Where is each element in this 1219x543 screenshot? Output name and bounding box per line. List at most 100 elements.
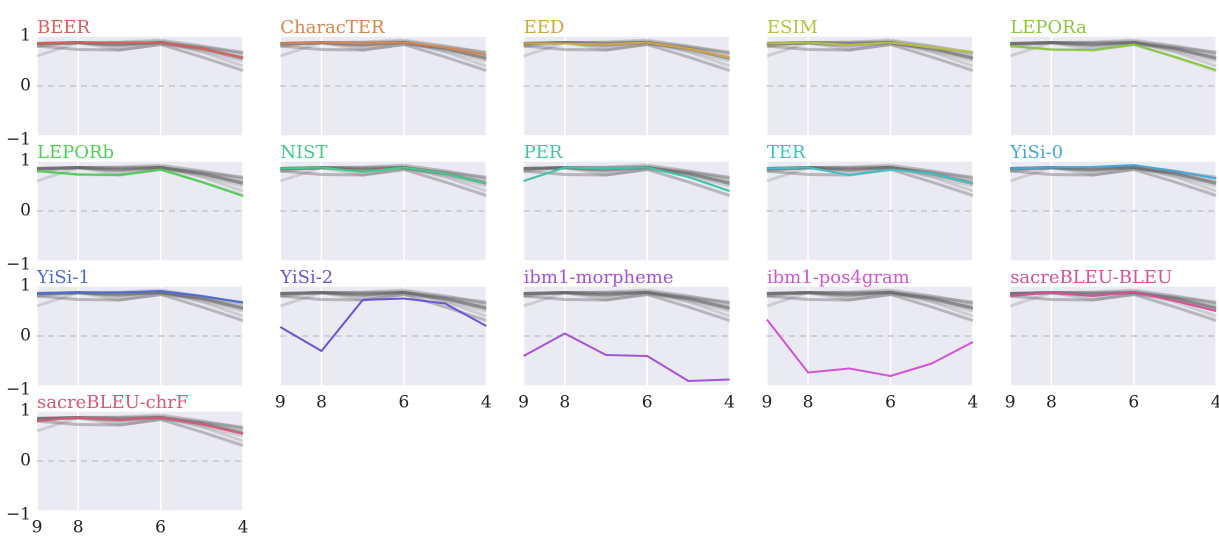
x-tick-label: 9 — [518, 393, 529, 413]
y-tick-label: −1 — [6, 255, 31, 275]
panel-title: YiSi-0 — [1009, 142, 1063, 163]
context-line — [1010, 39, 1217, 54]
y-tick-label: −1 — [6, 380, 31, 400]
context-line — [280, 289, 487, 304]
panel: 9 8 6 4 sacreBLEU-BLEU — [1005, 267, 1219, 413]
panel: 9 8 6 4 −1 0 1 sacreBLEU-chrF — [6, 392, 248, 538]
context-line — [523, 291, 730, 304]
x-tick-label: 6 — [642, 393, 653, 413]
panel-title: ibm1-morpheme — [524, 267, 674, 288]
series-line — [766, 166, 974, 185]
panel-title: PER — [524, 142, 563, 163]
context-line — [280, 291, 487, 307]
panel: CharacTER — [279, 17, 488, 137]
panel-title: EED — [524, 17, 565, 38]
context-line — [766, 43, 974, 72]
panel: 9 8 6 4 ibm1-morpheme — [518, 267, 735, 413]
series-line — [1010, 43, 1217, 71]
x-tick-label: 9 — [1005, 393, 1016, 413]
context-line — [280, 291, 487, 309]
x-tick-label: 8 — [316, 393, 327, 413]
context-line — [280, 168, 487, 197]
x-tick-label: 4 — [1211, 393, 1219, 413]
context-line — [1010, 40, 1217, 63]
context-line — [280, 290, 487, 313]
context-line — [1010, 41, 1217, 59]
y-tick-label: 0 — [20, 201, 31, 221]
context-line — [523, 288, 730, 305]
panel: −1 0 1 BEER — [6, 17, 244, 150]
context-line — [279, 166, 487, 193]
y-tick-label: 1 — [20, 26, 31, 46]
x-tick-label: 9 — [32, 518, 43, 538]
context-line — [523, 291, 730, 307]
y-tick-label: 0 — [20, 451, 31, 471]
context-line — [36, 293, 244, 322]
context-line — [280, 288, 487, 305]
context-line — [36, 164, 244, 179]
context-line — [523, 293, 731, 322]
context-line — [36, 43, 244, 72]
context-line — [280, 43, 487, 73]
context-line — [1010, 41, 1217, 60]
series-line — [766, 41, 974, 53]
panel: −1 0 1 YiSi-1 — [6, 267, 244, 400]
context-line — [1010, 41, 1217, 60]
context-line — [766, 291, 974, 310]
context-line — [36, 163, 244, 180]
x-tick-label: 6 — [398, 393, 409, 413]
x-tick-label: 6 — [1128, 393, 1139, 413]
x-tick-label: 9 — [761, 393, 772, 413]
context-line — [766, 291, 974, 304]
context-line — [523, 43, 731, 72]
context-line — [1009, 166, 1217, 193]
panel: LEPORa — [1009, 17, 1217, 137]
panel: −1 0 1 LEPORb — [6, 142, 244, 275]
context-line — [523, 166, 730, 185]
context-line — [1010, 293, 1217, 322]
context-line — [766, 291, 974, 307]
panel: ESIM — [766, 17, 974, 137]
context-line — [280, 293, 487, 323]
panel-title: NIST — [280, 142, 327, 163]
panel-title: sacreBLEU-BLEU — [1010, 267, 1172, 288]
x-tick-label: 4 — [724, 393, 735, 413]
context-line — [280, 293, 487, 322]
context-line — [280, 291, 487, 310]
context-line — [523, 168, 731, 197]
context-line — [280, 168, 487, 198]
series-line — [523, 332, 730, 382]
y-tick-label: −1 — [6, 130, 31, 150]
context-line — [36, 166, 244, 182]
panel-title: LEPORb — [37, 142, 114, 163]
context-line — [523, 291, 731, 318]
x-tick-label: 8 — [1046, 393, 1057, 413]
series-line — [280, 166, 487, 185]
context-line — [766, 289, 974, 304]
context-line — [36, 43, 244, 73]
context-line — [523, 289, 730, 304]
context-line — [1010, 41, 1217, 54]
context-line — [36, 291, 244, 318]
panel-title: CharacTER — [280, 17, 385, 38]
context-line — [766, 293, 974, 322]
context-line — [766, 290, 974, 313]
context-line — [280, 291, 487, 309]
series-line — [36, 290, 244, 304]
panel: 9 8 6 4 YiSi-2 — [275, 267, 492, 413]
context-line — [280, 291, 487, 310]
panel: TER — [766, 142, 974, 262]
context-line — [36, 293, 244, 323]
series-line — [36, 416, 244, 435]
context-line — [1010, 293, 1217, 323]
context-line — [523, 290, 730, 313]
context-line — [36, 166, 244, 184]
x-tick-label: 8 — [803, 393, 814, 413]
y-tick-label: −1 — [6, 505, 31, 525]
panel-title: LEPORa — [1010, 17, 1087, 38]
context-line — [766, 291, 974, 309]
context-line — [766, 166, 974, 193]
x-tick-label: 6 — [885, 393, 896, 413]
panel-title: ibm1-pos4gram — [767, 267, 910, 288]
